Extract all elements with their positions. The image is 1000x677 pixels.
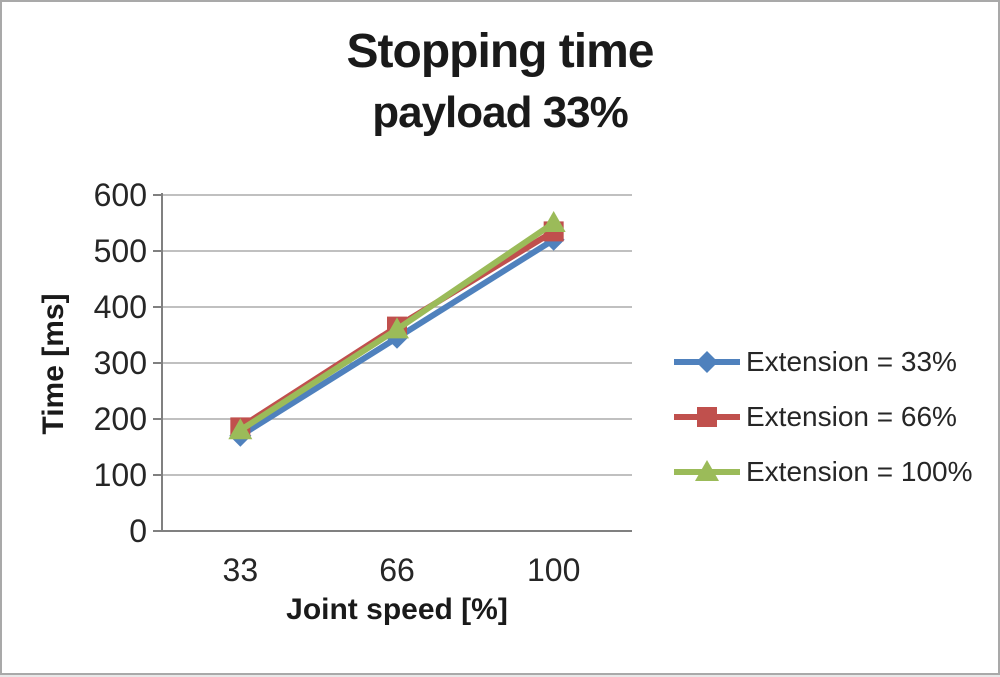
legend-label: Extension = 33% — [746, 346, 957, 377]
data-point-marker — [695, 460, 719, 481]
data-point-marker — [385, 317, 409, 339]
series-2 — [228, 211, 566, 440]
data-point-marker — [696, 351, 718, 373]
legend-item: Extension = 33% — [674, 344, 973, 380]
data-point-marker — [541, 211, 566, 232]
legend-item: Extension = 66% — [674, 399, 973, 435]
legend-key-triangle — [674, 460, 740, 481]
legend-key-square — [674, 407, 740, 427]
y-tick-label: 500 — [94, 233, 147, 269]
x-tick-label: 100 — [527, 552, 580, 588]
y-tick-label: 400 — [94, 289, 147, 325]
legend-item: Extension = 100% — [674, 454, 973, 490]
y-tick-label: 600 — [94, 177, 147, 213]
chart-subtitle: payload 33% — [372, 88, 629, 137]
x-axis-title: Joint speed [%] — [286, 593, 508, 626]
y-tick-label: 0 — [129, 513, 147, 549]
x-tick-label: 66 — [379, 552, 415, 588]
y-tick-label: 100 — [94, 457, 147, 493]
chart-title: Stopping time — [346, 25, 655, 78]
legend: Extension = 33% Extension = 66% Extension … — [674, 344, 973, 490]
legend-label: Extension = 66% — [746, 401, 957, 432]
y-tick-label: 300 — [94, 345, 147, 381]
legend-label: Extension = 100% — [746, 456, 973, 487]
data-point-marker — [228, 418, 253, 440]
y-tick-label: 200 — [94, 401, 147, 437]
data-point-marker — [697, 407, 717, 427]
legend-key-diamond — [674, 351, 740, 373]
x-tick-label: 33 — [223, 552, 259, 588]
